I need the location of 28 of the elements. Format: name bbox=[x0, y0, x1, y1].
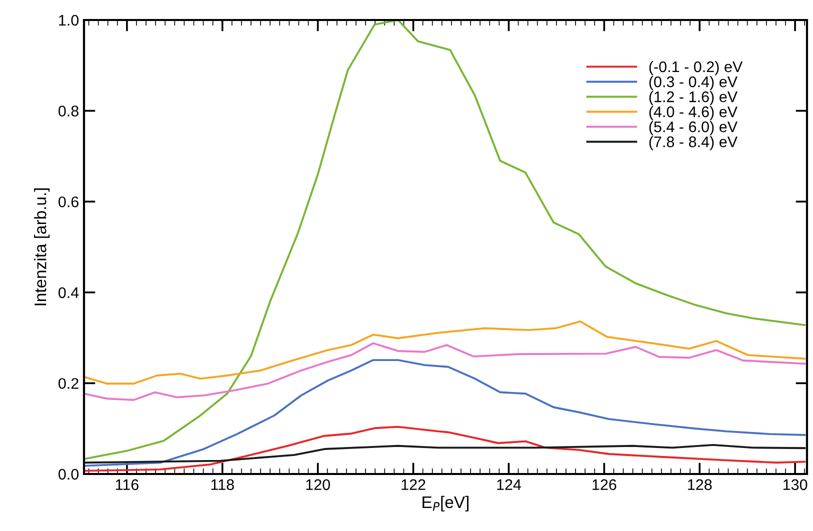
legend-label: (5.4 - 6.0) eV bbox=[649, 121, 738, 136]
x-tick-label: 124 bbox=[497, 479, 522, 490]
line-series bbox=[84, 359, 806, 467]
x-tick-label: 126 bbox=[592, 479, 616, 490]
line-series bbox=[84, 20, 806, 460]
x-tick-label: 128 bbox=[688, 479, 712, 490]
line-series bbox=[84, 444, 806, 464]
y-tick-label: 1.0 bbox=[59, 14, 79, 26]
x-tick-label: 120 bbox=[306, 479, 330, 490]
legend-label: (-0.1 - 0.2) eV bbox=[649, 60, 743, 76]
line-series bbox=[84, 342, 806, 401]
x-tick-label: 130 bbox=[783, 479, 808, 490]
legend-label: (4.0 - 4.6) eV bbox=[649, 106, 738, 120]
legend-label: (7.8 - 8.4) eV bbox=[649, 136, 738, 150]
x-axis-title: E$_{P}$[eV] bbox=[422, 496, 468, 512]
line-series bbox=[84, 320, 806, 385]
y-tick-label: 0.0 bbox=[58, 468, 79, 480]
x-tick-label: 116 bbox=[116, 479, 138, 490]
y-tick-label: 0.8 bbox=[58, 106, 78, 116]
legend-label: (0.3 - 0.4) eV bbox=[649, 76, 738, 90]
y-tick-label: 0.2 bbox=[58, 378, 78, 389]
line-series bbox=[84, 426, 806, 472]
legend-label: (1.2 - 1.6) eV bbox=[649, 91, 738, 106]
x-tick-label: 122 bbox=[402, 479, 426, 490]
x-tick-label: 118 bbox=[211, 479, 234, 490]
y-axis-title: Intenzita [arb.u.] bbox=[34, 188, 50, 306]
y-tick-label: 0.6 bbox=[58, 196, 78, 208]
y-tick-label: 0.4 bbox=[58, 287, 79, 298]
